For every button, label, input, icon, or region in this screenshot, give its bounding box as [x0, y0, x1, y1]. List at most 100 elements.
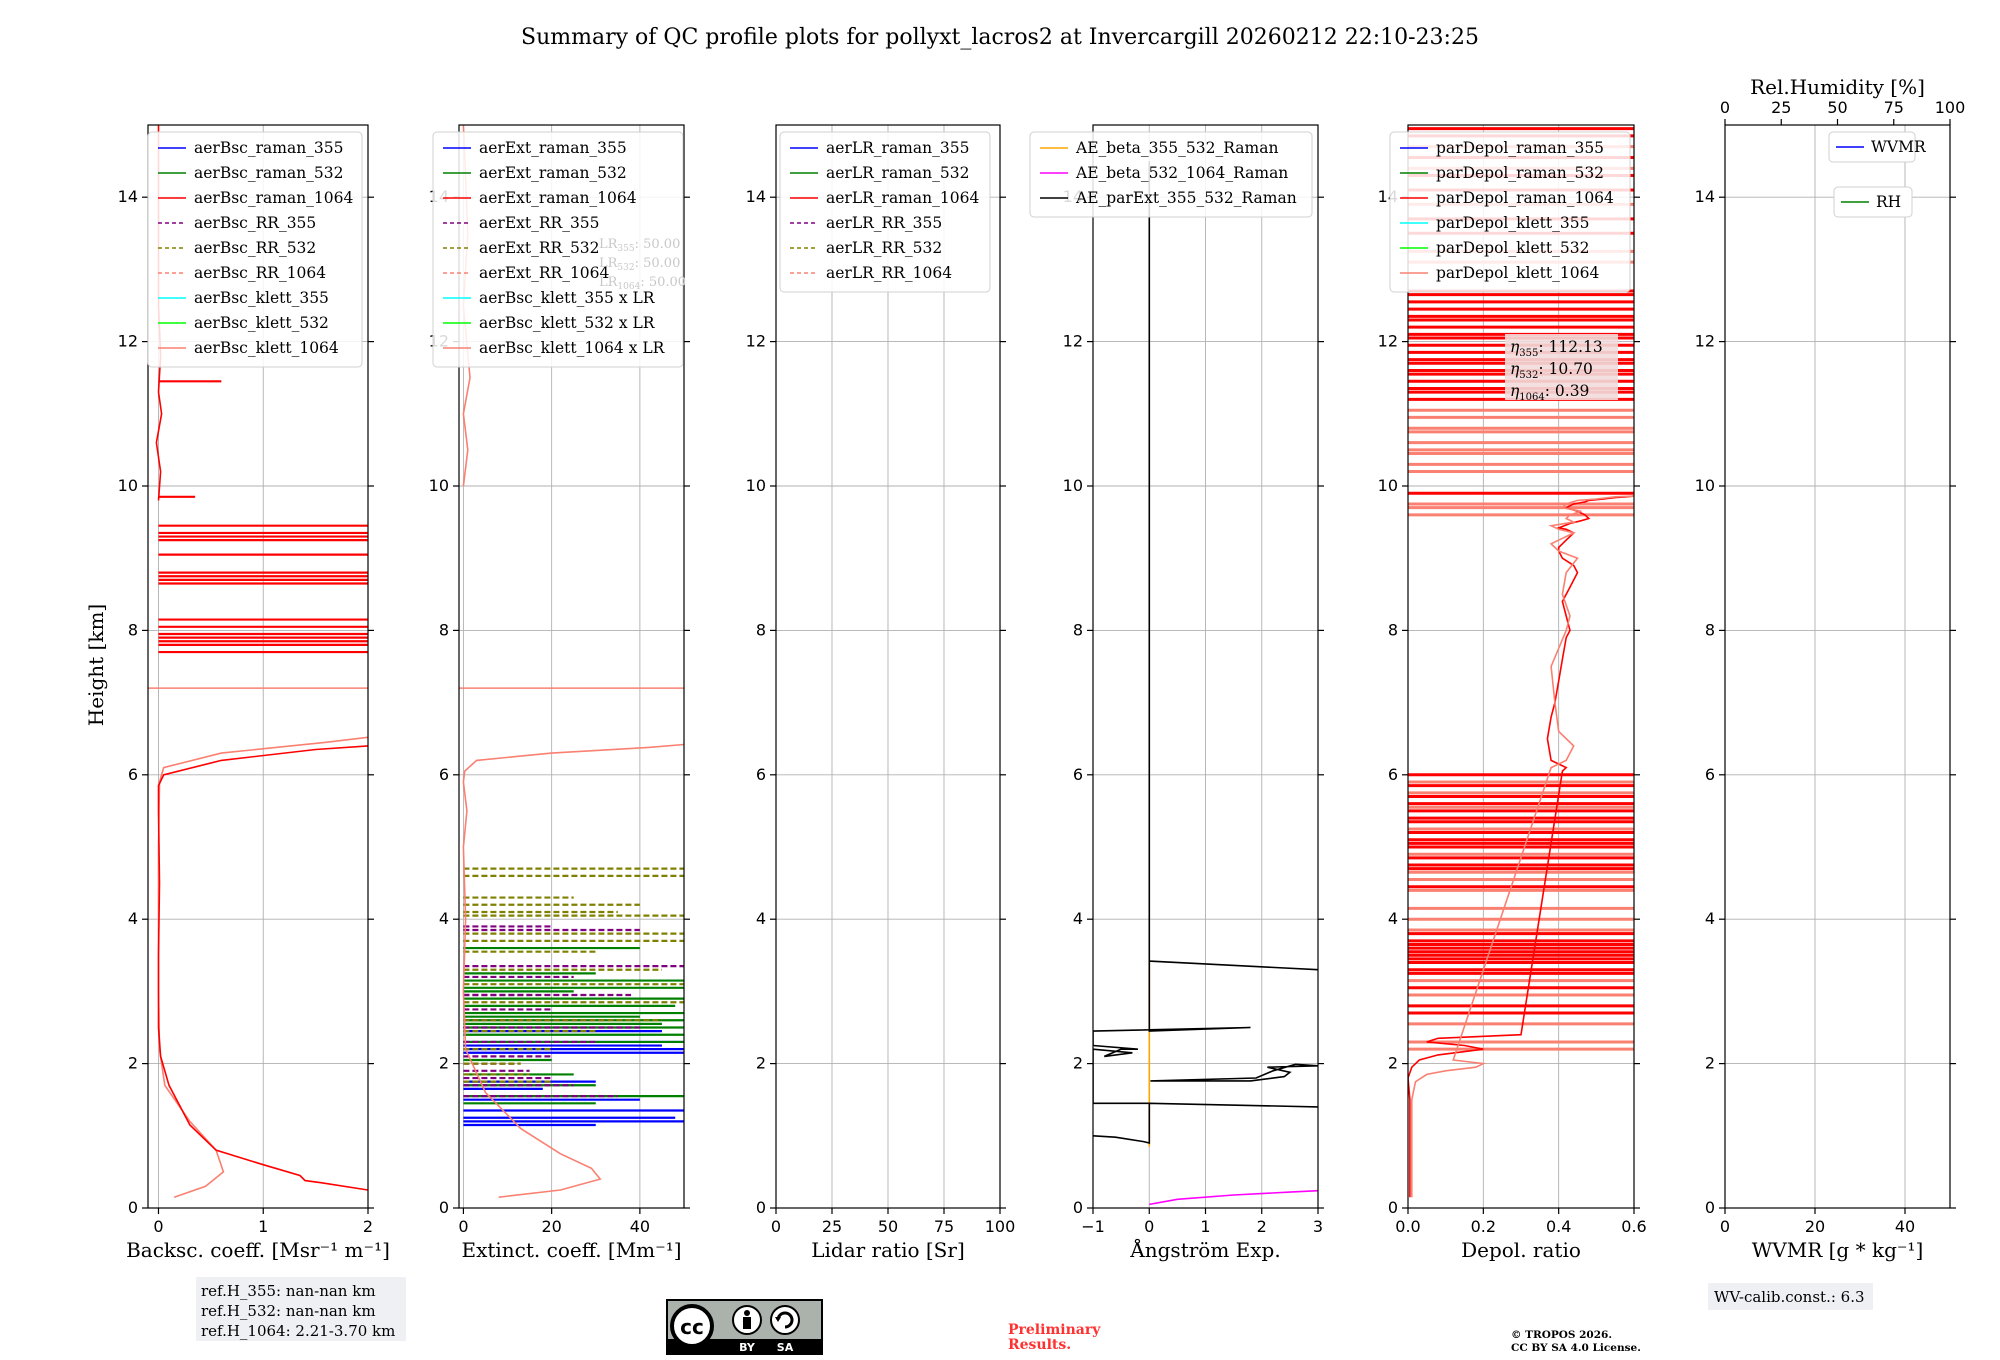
legend-entry: aerBsc_klett_1064	[194, 339, 339, 357]
legend-entry: AE_beta_355_532_Raman	[1075, 139, 1278, 157]
legend-entry: AE_parExt_355_532_Raman	[1075, 189, 1297, 207]
copyright-line-1: © TROPOS 2026.	[1511, 1329, 1612, 1341]
y-tick-label: 0	[1073, 1198, 1083, 1217]
y-tick-label: 0	[128, 1198, 138, 1217]
lr-symbol: LR	[599, 237, 619, 252]
legend-box	[1029, 131, 1313, 218]
x-tick-label: 2	[1257, 1217, 1267, 1236]
axes-frame	[1407, 124, 1635, 1209]
eta-box	[1505, 334, 1618, 400]
eta-symbol: η	[1510, 360, 1520, 378]
reference-height-box: ref.H_355: nan-nan km ref.H_532: nan-nan…	[196, 1277, 406, 1341]
y-tick-label: 2	[439, 1054, 449, 1073]
y-axis-label: Height [km]	[84, 604, 108, 726]
panel-ext: 0246810121402040Extinct. coeff. [Mm⁻¹]ae…	[429, 124, 690, 1262]
eta-value: : 112.13	[1538, 338, 1602, 356]
axes-frame	[1724, 124, 1951, 1209]
y-tick-label: 0	[1388, 1198, 1398, 1217]
x-tick-label: 3	[1313, 1217, 1323, 1236]
legend-entry: aerBsc_RR_355	[194, 214, 316, 232]
y-tick-label: 14	[118, 187, 138, 206]
top-x-tick-label: 75	[1884, 98, 1904, 117]
x-tick-label: 25	[822, 1217, 842, 1236]
legend-entry: parDepol_raman_532	[1436, 164, 1604, 182]
y-tick-label: 14	[746, 187, 766, 206]
sa-label: SA	[777, 1341, 794, 1354]
copyright-line-2: CC BY SA 4.0 License.	[1511, 1342, 1641, 1354]
top-x-tick-label: 0	[1720, 98, 1730, 117]
series-parDepol_klett_1064	[1411, 495, 1634, 1198]
legend-entry: aerLR_RR_1064	[826, 264, 952, 282]
legend-box	[779, 131, 991, 293]
ref-h-355: ref.H_355: nan-nan km	[201, 1282, 376, 1300]
top-axis-label: Rel.Humidity [%]	[1750, 75, 1925, 99]
y-tick-label: 6	[439, 765, 449, 784]
y-tick-label: 4	[128, 909, 138, 928]
series-AE_parExt_spike	[1150, 1063, 1318, 1082]
legend-entry: aerBsc_klett_1064 x LR	[479, 339, 666, 357]
x-tick-label: 0	[771, 1217, 781, 1236]
legend-entry: aerBsc_klett_532	[194, 314, 329, 332]
lr-value: : 50.00	[640, 275, 686, 290]
eta-line: η532: 10.70	[1510, 360, 1593, 381]
legend-entry: RH	[1876, 193, 1901, 211]
y-tick-label: 4	[439, 909, 449, 928]
eta-symbol: η	[1510, 338, 1520, 356]
y-tick-label: 4	[1705, 909, 1715, 928]
by-label: BY	[739, 1341, 756, 1354]
y-tick-label: 12	[118, 332, 138, 351]
eta-subscript: 355	[1519, 348, 1538, 359]
y-tick-label: 2	[1388, 1054, 1398, 1073]
legend-entry: aerLR_raman_532	[826, 164, 969, 182]
y-tick-label: 6	[756, 765, 766, 784]
legend-rh: RH	[1833, 186, 1913, 218]
legend-entry: parDepol_klett_1064	[1436, 264, 1599, 282]
legend-lr: aerLR_raman_355 aerLR_raman_532 aerLR_rama…	[779, 131, 991, 293]
lr-note-line: LR532: 50.00	[599, 256, 680, 273]
eta-subscript: 532	[1519, 370, 1538, 381]
x-tick-label: 20	[541, 1217, 561, 1236]
y-tick-label: 10	[429, 476, 449, 495]
ref-h-532: ref.H_532: nan-nan km	[201, 1302, 376, 1320]
legend-entry: aerExt_raman_355	[479, 139, 627, 157]
legend-entry: parDepol_klett_355	[1436, 214, 1589, 232]
x-tick-label: 0.6	[1621, 1217, 1646, 1236]
axes-frame	[147, 124, 369, 1209]
y-tick-label: 4	[756, 909, 766, 928]
cc-license-badge: cc BY SA	[666, 1299, 823, 1355]
legend-box	[1833, 186, 1913, 218]
preliminary-label-2: Results.	[1008, 1337, 1071, 1353]
y-tick-label: 4	[1073, 909, 1083, 928]
y-tick-label: 6	[128, 765, 138, 784]
legend-depol: parDepol_raman_355 parDepol_raman_532 parD…	[1389, 131, 1631, 293]
y-tick-label: 8	[1388, 620, 1398, 639]
x-axis-label-lr: Lidar ratio [Sr]	[811, 1238, 965, 1262]
legend-bsc: aerBsc_raman_355 aerBsc_raman_532 aerBsc_r…	[147, 131, 363, 368]
x-tick-label: 0	[458, 1217, 468, 1236]
legend-entry: aerLR_raman_355	[826, 139, 969, 157]
y-tick-label: 12	[1695, 332, 1715, 351]
series-aerBsc_klett_1064 x LR	[462, 743, 684, 1198]
y-tick-label: 0	[1705, 1198, 1715, 1217]
lr-note-line: LR355: 50.00	[599, 237, 680, 254]
lr-subscript: 355	[617, 244, 634, 254]
y-tick-label: 2	[128, 1054, 138, 1073]
y-tick-label: 2	[756, 1054, 766, 1073]
y-tick-label: 12	[1063, 332, 1083, 351]
y-tick-label: 0	[439, 1198, 449, 1217]
panel-wv: 0 2 4 6 8 10 12 14 0 20 40 WVMR [g * kg⁻¹] 0 25 50 75 10…	[1695, 75, 1966, 1262]
lr-value: : 50.00	[635, 237, 681, 252]
y-tick-label: 8	[756, 620, 766, 639]
x-tick-label: 100	[985, 1217, 1016, 1236]
x-tick-label: 2	[363, 1217, 373, 1236]
y-tick-label: 8	[1705, 620, 1715, 639]
legend-entry: aerExt_RR_355	[479, 214, 600, 232]
plot-area	[459, 125, 684, 1198]
legend-box	[1828, 131, 1916, 163]
y-tick-label: 2	[1705, 1054, 1715, 1073]
y-tick-label: 8	[128, 620, 138, 639]
legend-entry: aerLR_RR_532	[826, 239, 942, 257]
